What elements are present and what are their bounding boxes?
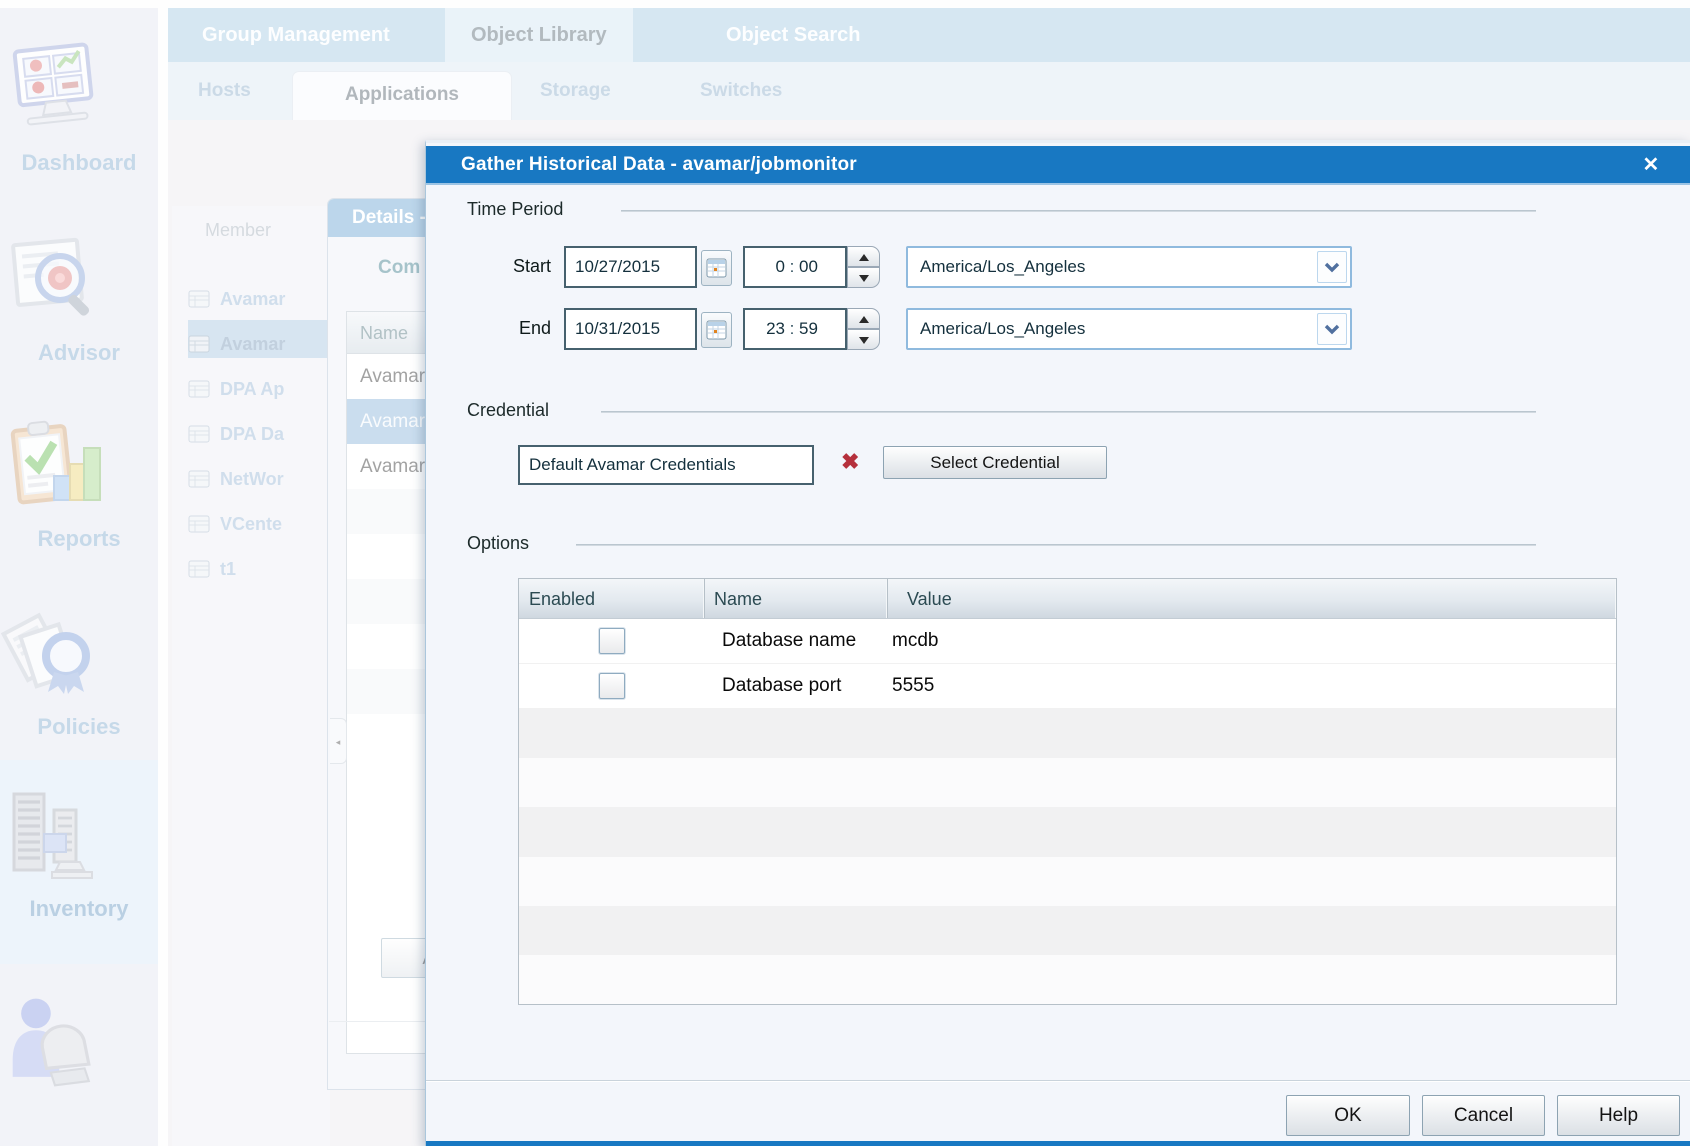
time-period-section-label: Time Period [467,199,564,219]
end-calendar-icon[interactable] [701,312,732,348]
end-time-spinner [847,308,880,350]
table-empty-row [519,905,1616,955]
options-table-header: Enabled Name Value [519,579,1616,619]
time-separator: : [789,257,795,276]
option-name: Database port [722,675,842,696]
time-separator: : [789,319,795,338]
end-label: End [518,318,551,338]
select-credential-button[interactable]: Select Credential [883,446,1107,479]
divider [601,411,1536,413]
credential-section-label: Credential [467,400,550,420]
cancel-button[interactable]: Cancel [1422,1095,1545,1136]
dialog-titlebar: Gather Historical Data - avamar/jobmonit… [426,146,1690,185]
chevron-down-icon[interactable] [1317,251,1347,283]
ok-button[interactable]: OK [1286,1095,1410,1136]
start-timezone-select[interactable]: America/Los_Angeles [906,246,1352,288]
options-section-label: Options [467,533,530,553]
option-name: Database name [722,630,857,651]
option-value[interactable]: mcdb [892,630,939,651]
end-minute[interactable]: 59 [799,319,818,338]
spin-down-button[interactable] [847,267,880,288]
column-header-name[interactable]: Name [705,579,888,618]
table-empty-row [519,954,1616,1005]
help-button[interactable]: Help [1557,1095,1680,1136]
spin-down-button[interactable] [847,329,880,350]
start-time-spinner [847,246,880,288]
end-timezone-select[interactable]: America/Los_Angeles [906,308,1352,350]
start-calendar-icon[interactable] [701,250,732,286]
divider [576,544,1536,546]
table-empty-row [519,709,1616,759]
end-date-input[interactable] [564,308,697,350]
start-minute[interactable]: 00 [799,257,818,276]
column-header-enabled[interactable]: Enabled [519,579,705,618]
arrow-up-icon [859,254,869,261]
remove-credential-icon[interactable]: ✖ [841,449,860,474]
arrow-down-icon [859,275,869,282]
enabled-checkbox[interactable] [599,673,625,699]
gather-historical-data-dialog: Gather Historical Data - avamar/jobmonit… [425,140,1690,1146]
end-hour[interactable]: 23 [766,319,785,338]
start-hour[interactable]: 0 [775,257,785,276]
table-empty-row [519,856,1616,906]
arrow-down-icon [859,337,869,344]
end-time-input[interactable]: 23 : 59 [743,308,847,350]
spin-up-button[interactable] [847,308,880,329]
dialog-bottom-border [426,1141,1690,1146]
arrow-up-icon [859,316,869,323]
dialog-title: Gather Historical Data - avamar/jobmonit… [461,154,857,175]
spin-up-button[interactable] [847,246,880,267]
start-label: Start [512,256,551,276]
start-timezone-value: America/Los_Angeles [920,257,1086,276]
close-icon[interactable]: ✕ [1642,154,1660,176]
end-timezone-value: America/Los_Angeles [920,319,1086,338]
option-row: Database port 5555 [519,664,1616,709]
enabled-checkbox[interactable] [599,628,625,654]
table-empty-row [519,807,1616,857]
footer-divider [426,1080,1690,1081]
table-empty-row [519,758,1616,808]
option-value[interactable]: 5555 [892,675,935,696]
start-date-input[interactable] [564,246,697,288]
credential-input[interactable] [518,445,814,485]
option-row: Database name mcdb [519,619,1616,664]
start-time-input[interactable]: 0 : 00 [743,246,847,288]
column-header-value[interactable]: Value [888,579,1616,618]
chevron-down-icon[interactable] [1317,313,1347,345]
divider [621,210,1536,212]
options-table: Enabled Name Value Database name mcdb Da… [518,578,1617,1005]
